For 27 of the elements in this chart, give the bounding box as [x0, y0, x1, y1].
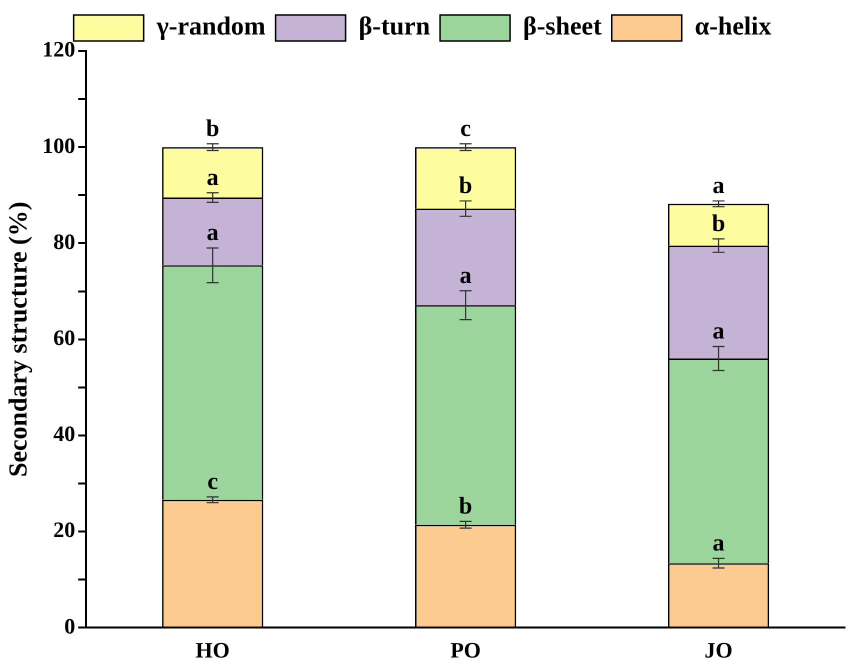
x-tick-label: JO [704, 637, 733, 662]
annotation: c [207, 469, 218, 496]
legend-label: α-helix [694, 12, 772, 41]
annotation: a [206, 164, 219, 191]
y-tick-label: 100 [42, 132, 76, 158]
legend-label: β-turn [358, 12, 431, 41]
legend-label: γ-random [156, 12, 266, 41]
annotation: a [712, 318, 725, 345]
y-tick-label: 60 [53, 324, 76, 350]
y-tick-label: 120 [42, 36, 76, 62]
x-tick-label: HO [196, 637, 230, 662]
annotation: c [460, 116, 472, 142]
x-tick-label: PO [450, 637, 481, 662]
annotation: b [712, 211, 726, 238]
annotation: b [458, 173, 472, 200]
y-tick-label: 20 [53, 517, 76, 542]
y-tick-label: 40 [53, 421, 76, 446]
annotation: b [206, 116, 220, 142]
y-tick-label: 80 [53, 228, 76, 254]
annotation: a [460, 262, 472, 289]
annotation: a [206, 220, 219, 246]
annotation: b [458, 494, 472, 520]
annotation: a [712, 530, 725, 557]
legend-label: β-sheet [523, 12, 602, 41]
y-tick-label: 0 [64, 613, 76, 638]
annotation: a [712, 173, 725, 200]
y-axis-title: Secondary structure (%) [3, 202, 32, 477]
